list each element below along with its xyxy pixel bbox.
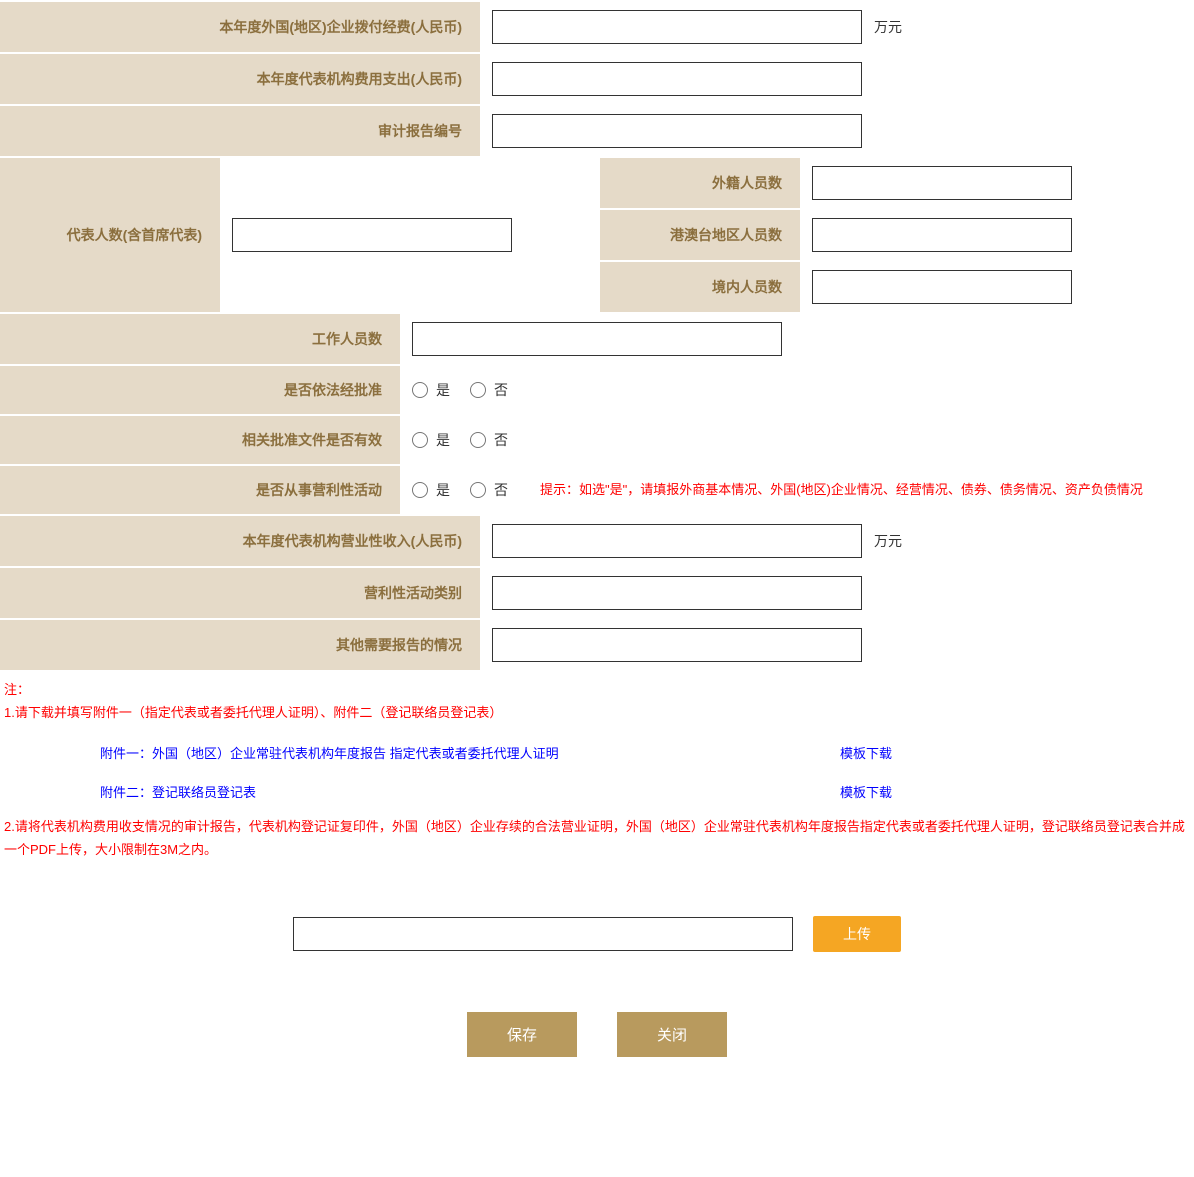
radio-approved-yes[interactable]	[412, 382, 428, 398]
row-staff-count: 工作人员数	[0, 312, 1194, 364]
value-cell: 是 否	[400, 366, 1194, 414]
close-button[interactable]: 关闭	[617, 1012, 727, 1057]
upload-section: 上传	[0, 866, 1194, 982]
label-expense: 本年度代表机构费用支出(人民币)	[0, 54, 480, 104]
radio-doc-valid-no[interactable]	[470, 432, 486, 448]
input-foreign-personnel[interactable]	[812, 166, 1072, 200]
row-business-income: 本年度代表机构营业性收入(人民币) 万元	[0, 514, 1194, 566]
radio-doc-valid: 是 否	[412, 430, 520, 450]
input-audit-no[interactable]	[492, 114, 862, 148]
label-no: 否	[494, 380, 508, 400]
nested-personnel: 外籍人员数 港澳台地区人员数 境内人员数	[600, 158, 1194, 312]
input-hkmo-personnel[interactable]	[812, 218, 1072, 252]
value-cell	[800, 262, 1194, 312]
attachment-2-label: 附件二：登记联络员登记表	[100, 782, 840, 801]
row-domestic-personnel: 境内人员数	[600, 260, 1194, 312]
radio-profit-yes[interactable]	[412, 482, 428, 498]
note-header: 注：	[4, 678, 1190, 701]
radio-profit-no[interactable]	[470, 482, 486, 498]
unit-wan: 万元	[874, 531, 902, 551]
label-no: 否	[494, 430, 508, 450]
input-other-report[interactable]	[492, 628, 862, 662]
label-audit-no: 审计报告编号	[0, 106, 480, 156]
label-foreign-personnel: 外籍人员数	[600, 158, 800, 208]
upload-path-input[interactable]	[293, 917, 793, 951]
radio-profit-activity: 是 否	[412, 480, 520, 500]
attachment-row-1: 附件一：外国（地区）企业常驻代表机构年度报告 指定代表或者委托代理人证明 模板下…	[0, 733, 1194, 772]
label-yes: 是	[436, 430, 450, 450]
input-business-income[interactable]	[492, 524, 862, 558]
value-cell	[800, 210, 1194, 260]
label-rep-count: 代表人数(含首席代表)	[0, 158, 220, 312]
row-activity-type: 营利性活动类别	[0, 566, 1194, 618]
note-1: 1.请下载并填写附件一（指定代表或者委托代理人证明）、附件二（登记联络员登记表）	[4, 701, 1190, 724]
note-2: 2.请将代表机构费用收支情况的审计报告，代表机构登记证复印件，外国（地区）企业存…	[0, 811, 1194, 866]
row-other-report: 其他需要报告的情况	[0, 618, 1194, 670]
hint-profit: 提示：如选"是"，请填报外商基本情况、外国(地区)企业情况、经营情况、债券、债务…	[540, 480, 1182, 500]
radio-approved: 是 否	[412, 380, 520, 400]
radio-approved-no[interactable]	[470, 382, 486, 398]
upload-button[interactable]: 上传	[813, 916, 901, 952]
form-container: 本年度外国(地区)企业拨付经费(人民币) 万元 本年度代表机构费用支出(人民币)…	[0, 0, 1194, 1087]
label-hkmo-personnel: 港澳台地区人员数	[600, 210, 800, 260]
row-hkmo-personnel: 港澳台地区人员数	[600, 208, 1194, 260]
label-approved: 是否依法经批准	[0, 366, 400, 414]
label-yes: 是	[436, 480, 450, 500]
input-rep-count[interactable]	[232, 218, 512, 252]
row-profit-activity: 是否从事营利性活动 是 否 提示：如选"是"，请填报外商基本情况、外国(地区)企…	[0, 464, 1194, 514]
value-cell	[480, 54, 1194, 104]
attachment-1-label: 附件一：外国（地区）企业常驻代表机构年度报告 指定代表或者委托代理人证明	[100, 743, 840, 762]
label-activity-type: 营利性活动类别	[0, 568, 480, 618]
row-doc-valid: 相关批准文件是否有效 是 否	[0, 414, 1194, 464]
value-cell	[800, 158, 1194, 208]
label-other-report: 其他需要报告的情况	[0, 620, 480, 670]
notes-section: 注： 1.请下载并填写附件一（指定代表或者委托代理人证明）、附件二（登记联络员登…	[0, 670, 1194, 733]
label-doc-valid: 相关批准文件是否有效	[0, 416, 400, 464]
value-cell	[400, 314, 1194, 364]
input-staff-count[interactable]	[412, 322, 782, 356]
label-yes: 是	[436, 380, 450, 400]
label-profit-activity: 是否从事营利性活动	[0, 466, 400, 514]
input-activity-type[interactable]	[492, 576, 862, 610]
label-business-income: 本年度代表机构营业性收入(人民币)	[0, 516, 480, 566]
row-representatives: 代表人数(含首席代表) 外籍人员数 港澳台地区人员数 境内人员数	[0, 156, 1194, 312]
value-cell	[480, 106, 1194, 156]
row-foreign-personnel: 外籍人员数	[600, 158, 1194, 208]
value-cell: 是 否 提示：如选"是"，请填报外商基本情况、外国(地区)企业情况、经营情况、债…	[400, 466, 1194, 514]
attachment-1-link[interactable]: 模板下载	[840, 743, 892, 762]
attachment-2-link[interactable]: 模板下载	[840, 782, 892, 801]
row-audit-no: 审计报告编号	[0, 104, 1194, 156]
radio-doc-valid-yes[interactable]	[412, 432, 428, 448]
attachment-row-2: 附件二：登记联络员登记表 模板下载	[0, 772, 1194, 811]
label-domestic-personnel: 境内人员数	[600, 262, 800, 312]
value-cell	[480, 620, 1194, 670]
value-cell: 万元	[480, 2, 1194, 52]
row-approved: 是否依法经批准 是 否	[0, 364, 1194, 414]
button-section: 保存 关闭	[0, 982, 1194, 1087]
row-expense: 本年度代表机构费用支出(人民币)	[0, 52, 1194, 104]
label-staff-count: 工作人员数	[0, 314, 400, 364]
input-expense[interactable]	[492, 62, 862, 96]
label-foreign-funding: 本年度外国(地区)企业拨付经费(人民币)	[0, 2, 480, 52]
unit-wan: 万元	[874, 17, 902, 37]
value-cell: 万元	[480, 516, 1194, 566]
input-foreign-funding[interactable]	[492, 10, 862, 44]
middle-input-area	[220, 158, 600, 312]
row-foreign-funding: 本年度外国(地区)企业拨付经费(人民币) 万元	[0, 0, 1194, 52]
input-domestic-personnel[interactable]	[812, 270, 1072, 304]
value-cell: 是 否	[400, 416, 1194, 464]
value-cell	[480, 568, 1194, 618]
save-button[interactable]: 保存	[467, 1012, 577, 1057]
label-no: 否	[494, 480, 508, 500]
